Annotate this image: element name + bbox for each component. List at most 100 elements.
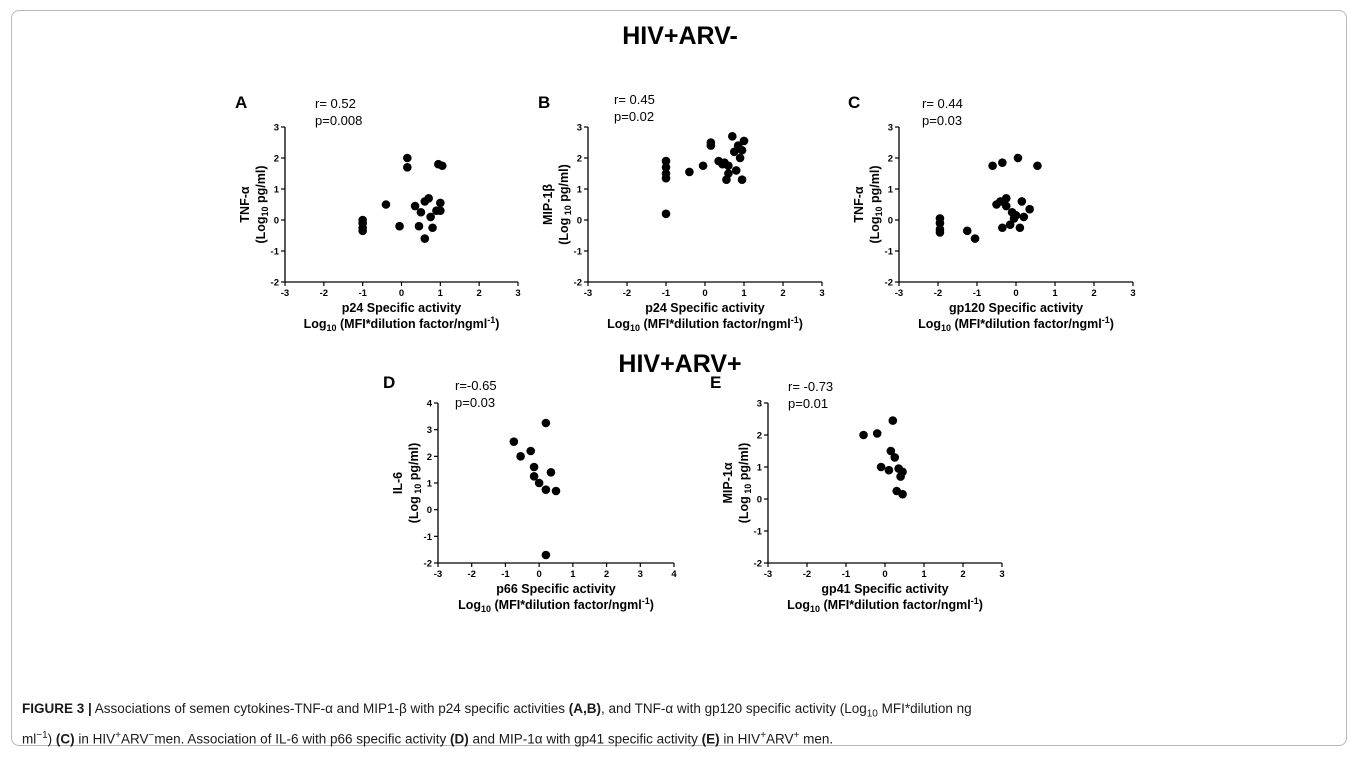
data-point [706,141,716,150]
x-axis-label: p24 Specific activity [645,301,765,315]
y-tick-label: 3 [577,123,582,134]
x-axis-unit-label: Log10 (MFI*dilution factor/ngml-1) [304,315,500,333]
caption-fragment: in HIV [719,731,761,747]
x-tick-label: 1 [438,288,444,299]
data-point [872,429,882,438]
data-point [1017,197,1027,206]
x-tick-label: 3 [999,569,1004,580]
stat-r: r= 0.45 [614,92,655,107]
stat-p: p=0.03 [455,395,495,410]
y-tick-label: 0 [888,216,893,227]
data-point [884,465,894,475]
x-axis-unit-label: Log10 (MFI*dilution factor/ngml-1) [607,315,803,333]
caption-fragment: (C) [55,731,75,747]
x-tick-label: -2 [623,288,631,299]
data-point [739,136,749,146]
data-point [436,198,445,208]
data-point [724,169,733,178]
data-point [859,430,868,440]
x-tick-label: -2 [803,569,811,580]
x-tick-label: 1 [1052,288,1058,299]
y-tick-label: 2 [274,154,279,165]
caption-fragment: men. [799,731,834,747]
caption-fragment: , and TNF-α with gp120 specific activity… [601,701,867,716]
caption-fragment: ) [47,731,56,747]
panel-letter: B [538,93,550,112]
figure-frame [11,10,1347,746]
x-tick-label: 2 [780,288,785,299]
x-axis-label: gp120 Specific activity [949,301,1083,315]
y-tick-label: -2 [574,278,582,289]
x-tick-label: -2 [320,288,328,299]
x-tick-label: 3 [819,288,824,299]
x-tick-label: 1 [570,569,576,580]
y-tick-label: 3 [757,399,762,410]
data-point [526,446,536,456]
y-tick-label: 1 [577,185,583,196]
x-tick-label: -3 [764,569,772,580]
x-tick-label: -1 [842,569,851,580]
x-tick-label: -1 [501,569,510,580]
y-axis-unit-label: (Log 10 pg/ml) [407,443,423,524]
data-point [403,153,412,163]
y-tick-label: -2 [885,278,893,289]
data-point [962,226,972,236]
y-tick-label: 3 [427,425,432,436]
data-point [998,223,1007,233]
data-point [534,478,544,488]
data-point [420,234,430,243]
data-point [724,161,733,171]
data-point [935,218,945,228]
x-tick-label: 3 [515,288,520,299]
data-point [898,467,907,477]
y-tick-label: 1 [427,479,433,490]
y-tick-label: 1 [888,185,894,196]
data-point [541,550,551,560]
x-axis-label: p24 Specific activity [342,301,462,315]
caption-label: FIGURE 3 | [22,701,92,716]
data-point [358,226,367,236]
data-point [876,462,886,472]
stat-r: r= 0.52 [315,96,356,111]
x-tick-label: 2 [477,288,482,299]
data-point [661,156,671,166]
data-point [541,485,551,494]
x-axis-unit-label: Log10 (MFI*dilution factor/ngml-1) [918,315,1114,333]
x-tick-label: 4 [671,569,677,580]
stat-r: r=-0.65 [455,378,497,393]
x-tick-label: 1 [921,569,927,580]
y-tick-label: 1 [757,463,763,474]
y-tick-label: 0 [274,216,279,227]
data-point [516,452,525,461]
y-axis-label: MIP-1β [541,184,555,225]
x-tick-label: -3 [434,569,442,580]
x-tick-label: 0 [702,288,707,299]
data-point [935,228,945,237]
data-point [970,234,980,243]
x-tick-label: -3 [281,288,289,299]
data-point [735,153,745,163]
y-axis-label: TNF-α [852,186,866,222]
data-point [661,163,671,172]
panel-letter: E [710,373,721,392]
stat-p: p=0.01 [788,396,828,411]
data-point [661,209,671,219]
data-point [728,132,737,141]
data-point [1011,211,1021,220]
data-point [1001,201,1011,211]
y-tick-label: -1 [574,247,583,258]
x-axis-label: p66 Specific activity [496,582,616,596]
data-point [731,166,741,175]
x-tick-label: -2 [934,288,942,299]
data-point [1005,220,1015,229]
data-point [698,161,708,171]
y-tick-label: -2 [424,559,432,570]
caption-fragment: (E) [701,731,720,747]
x-axis-unit-label: Log10 (MFI*dilution factor/ngml-1) [458,596,654,614]
y-tick-label: 3 [888,123,893,134]
caption-fragment: ml [22,731,37,747]
